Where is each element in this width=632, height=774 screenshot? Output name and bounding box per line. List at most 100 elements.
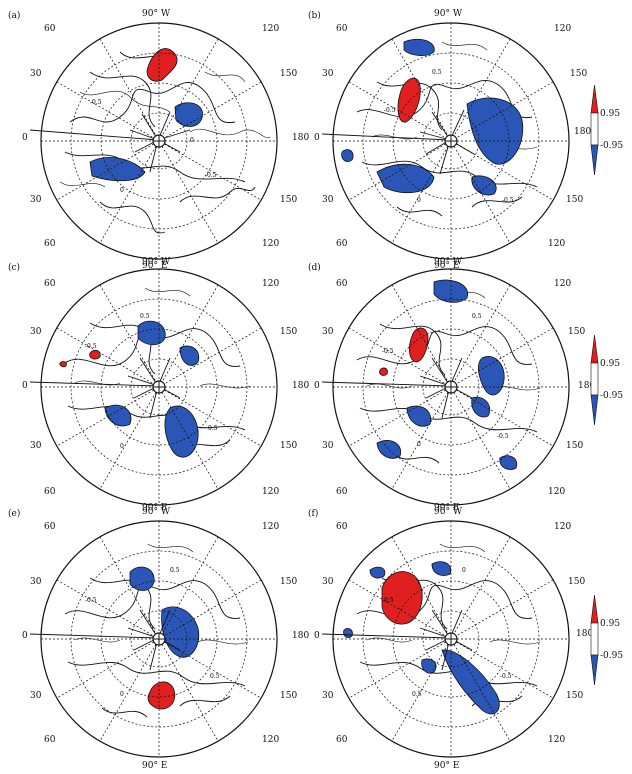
colorbar-row-3: 0.95 -0.95 bbox=[586, 594, 632, 686]
contour-label: 0 bbox=[120, 691, 124, 698]
lon-label-mid-right-bottom: 150 bbox=[280, 441, 298, 451]
lon-label-right: 180 bbox=[578, 381, 596, 391]
lon-label-upper-right: 120 bbox=[262, 522, 280, 532]
lon-label-mid-right-top: 150 bbox=[280, 69, 298, 79]
lon-label-lower-left: 60 bbox=[44, 487, 56, 497]
lon-label-top: 90° W bbox=[142, 507, 171, 517]
lon-label-left: 0 bbox=[314, 631, 320, 641]
contour-label: 0 bbox=[120, 443, 124, 450]
contour-label: 0.5 bbox=[412, 691, 422, 698]
contour-label: -0.5 bbox=[90, 99, 102, 106]
colorbar-upper-label: 0.95 bbox=[600, 619, 621, 629]
contour-label: 0 bbox=[120, 187, 124, 194]
lon-label-lower-left: 60 bbox=[336, 487, 348, 497]
lon-label-lower-right: 120 bbox=[548, 239, 566, 249]
lon-label-lower-right: 120 bbox=[262, 239, 280, 249]
polar-map-e: -0.5 0.5 0 0.5 bbox=[29, 520, 278, 758]
lon-label-mid-right-top: 150 bbox=[568, 577, 586, 587]
lon-label-mid-left-top: 30 bbox=[30, 327, 42, 337]
lon-label-mid-right-bottom: 150 bbox=[566, 691, 584, 701]
lon-label-bottom: 90° E bbox=[434, 503, 460, 513]
lon-label-mid-left-bottom: 30 bbox=[322, 195, 334, 205]
panel-label: (d) bbox=[308, 263, 321, 273]
lon-label-lower-right: 120 bbox=[262, 735, 280, 745]
contour-label: 0.5 bbox=[170, 567, 180, 574]
lon-label-lower-left: 60 bbox=[44, 735, 56, 745]
polar-map-a: -0.5 0 0 -0.5 bbox=[29, 22, 278, 260]
lon-label-upper-left: 60 bbox=[44, 522, 56, 532]
lon-label-top: 90° W bbox=[434, 9, 463, 19]
colorbar-row-1: 0.95 -0.95 bbox=[586, 84, 632, 176]
colorbar-upper-label: 0.95 bbox=[600, 109, 621, 119]
contour-label: -0.5 bbox=[85, 597, 97, 604]
lon-label-left: 0 bbox=[22, 133, 28, 143]
lon-label-upper-right: 120 bbox=[554, 279, 572, 289]
contour-label: 0.5 bbox=[432, 69, 442, 76]
lon-label-mid-left-top: 30 bbox=[322, 69, 334, 79]
lon-label-top: 90° W bbox=[142, 257, 171, 267]
lon-label-mid-left-top: 30 bbox=[30, 69, 42, 79]
colorbar-lower-label: -0.95 bbox=[600, 391, 624, 401]
lon-label-upper-left: 60 bbox=[44, 279, 56, 289]
contour-label: -0.5 bbox=[497, 433, 509, 440]
lon-label-mid-right-bottom: 150 bbox=[280, 691, 298, 701]
lon-label-top: 90° W bbox=[434, 507, 463, 517]
lon-label-lower-left: 60 bbox=[336, 735, 348, 745]
lon-label-right: 180 bbox=[292, 381, 310, 391]
lon-label-right: 180 bbox=[574, 127, 592, 137]
contour-label: -0.5 bbox=[384, 107, 396, 114]
lon-label-lower-right: 120 bbox=[548, 735, 566, 745]
colorbar-arrow bbox=[590, 84, 599, 176]
map-panel-f: (f) 90° W 60 120 30 150 0 180 30 150 60 … bbox=[308, 507, 593, 771]
lon-label-bottom: 90° E bbox=[434, 261, 460, 271]
colorbar-lower-label: -0.95 bbox=[600, 651, 624, 661]
lon-label-upper-right: 120 bbox=[262, 279, 280, 289]
lon-label-lower-right: 120 bbox=[548, 487, 566, 497]
map-panel-c: (c) 90° W 60 120 30 150 0 180 30 150 60 … bbox=[8, 257, 309, 516]
contour-label: -0.5 bbox=[500, 673, 512, 680]
lon-label-upper-left: 60 bbox=[44, 24, 56, 34]
colorbar-arrow bbox=[590, 594, 599, 686]
polar-map-d: -0.5 0.5 0 -0.5 bbox=[321, 268, 570, 506]
lon-label-mid-left-top: 30 bbox=[322, 327, 334, 337]
contour-label: 0.5 bbox=[208, 425, 218, 432]
contour-label: 0.5 bbox=[140, 313, 150, 320]
lon-label-left: 0 bbox=[314, 381, 320, 391]
lon-label-mid-left-bottom: 30 bbox=[322, 691, 334, 701]
panel-label: (a) bbox=[8, 11, 21, 21]
colorbar-arrow bbox=[590, 334, 599, 426]
lon-label-top: 90° W bbox=[142, 9, 171, 19]
lon-label-mid-right-top: 150 bbox=[568, 327, 586, 337]
lon-label-right: 180 bbox=[292, 133, 310, 143]
lon-label-mid-left-bottom: 30 bbox=[30, 195, 42, 205]
lon-label-upper-right: 120 bbox=[262, 24, 280, 34]
lon-label-lower-left: 60 bbox=[336, 239, 348, 249]
lon-label-mid-right-top: 150 bbox=[280, 577, 298, 587]
map-panel-b: (b) 90° W 60 120 30 150 0 180 30 150 60 … bbox=[308, 9, 591, 271]
polar-map-f: -0.5 0 0.5 -0.5 bbox=[321, 520, 570, 758]
map-panel-d: (d) 90° W 60 120 30 150 0 180 30 150 60 … bbox=[308, 257, 595, 516]
map-panel-a: (a) 90° W 60 120 30 150 0 180 30 150 60 … bbox=[8, 9, 309, 271]
contour-label: -0.5 bbox=[502, 197, 514, 204]
lon-label-top: 90° W bbox=[434, 257, 463, 267]
lon-label-left: 0 bbox=[22, 631, 28, 641]
lon-label-mid-left-top: 30 bbox=[322, 577, 334, 587]
lon-label-mid-right-bottom: 150 bbox=[566, 441, 584, 451]
contour-label: 0 bbox=[190, 137, 194, 144]
contour-label: -0.5 bbox=[85, 343, 97, 350]
panel-label: (c) bbox=[8, 263, 21, 273]
contour-label: 0 bbox=[417, 197, 421, 204]
lon-label-bottom: 90° E bbox=[434, 761, 460, 771]
lon-label-mid-right-bottom: 150 bbox=[280, 195, 298, 205]
panel-label: (f) bbox=[308, 509, 319, 519]
contour-label: -0.5 bbox=[382, 348, 394, 355]
lon-label-upper-left: 60 bbox=[336, 279, 348, 289]
colorbar-row-2: 0.95 -0.95 bbox=[586, 334, 632, 426]
lon-label-left: 0 bbox=[22, 381, 28, 391]
map-panel-e: (e) 90° W 60 120 30 150 0 180 30 150 60 … bbox=[8, 507, 309, 771]
contour-label: -0.5 bbox=[382, 597, 394, 604]
lon-label-mid-left-top: 30 bbox=[30, 577, 42, 587]
lon-label-bottom: 90° E bbox=[142, 261, 168, 271]
contour-label: 0.5 bbox=[210, 673, 220, 680]
lon-label-upper-right: 120 bbox=[554, 24, 572, 34]
